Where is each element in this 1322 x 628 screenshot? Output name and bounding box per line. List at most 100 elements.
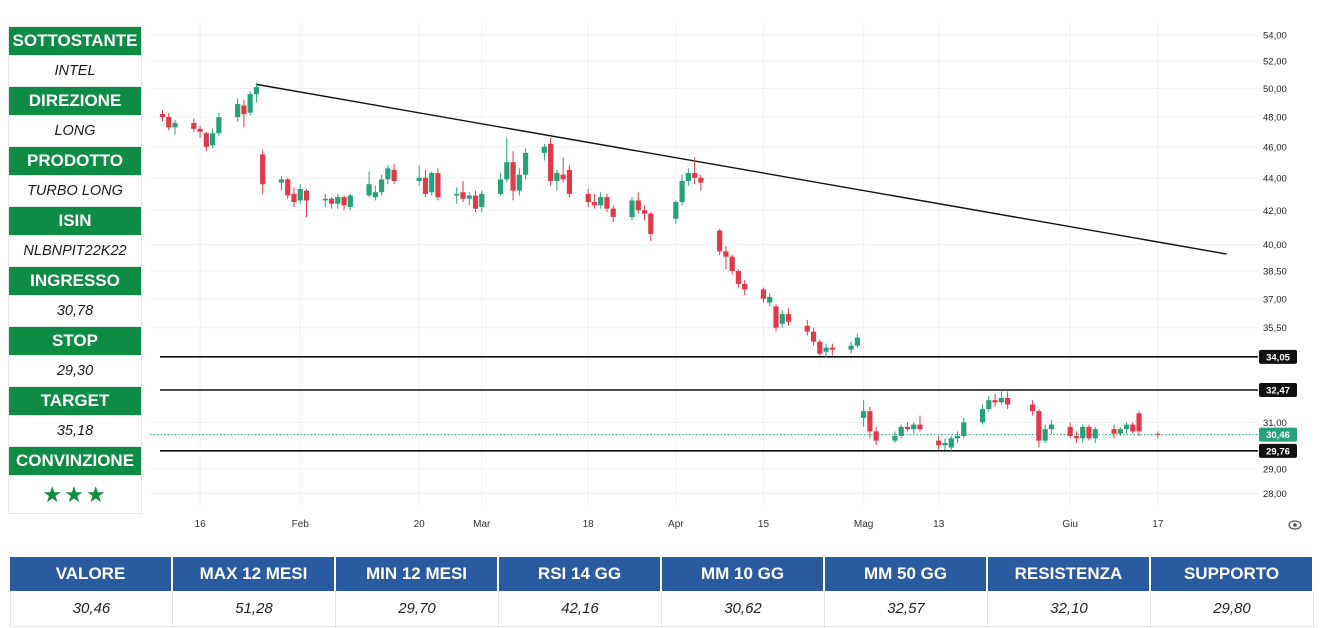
y-tick-label: 52,00 xyxy=(1263,57,1287,68)
candle-down xyxy=(742,283,748,290)
candle-up xyxy=(209,133,216,146)
y-tick-label: 38,50 xyxy=(1263,267,1287,278)
x-tick-label: 15 xyxy=(758,519,770,530)
side-value-prodotto: TURBO LONG xyxy=(8,176,142,206)
side-label-sottostante: SOTTOSTANTE xyxy=(8,26,142,56)
y-tick-label: 35,50 xyxy=(1263,323,1287,334)
side-panel: SOTTOSTANTE INTEL DIREZIONE LONG PRODOTTO TUR… xyxy=(8,26,142,514)
price-chart[interactable]: 54,00 52,00 50,00 48,00 46,00 44,00 42,00 40,00… xyxy=(150,18,1322,543)
y-tick-label: 54,00 xyxy=(1263,30,1287,41)
candle-down xyxy=(303,190,310,201)
candle-up xyxy=(278,179,285,183)
candle-down xyxy=(197,128,203,132)
candle-up xyxy=(385,168,391,180)
candle-down xyxy=(560,174,566,180)
candle-down xyxy=(1067,426,1073,436)
candle-up xyxy=(911,424,917,430)
candle-down xyxy=(692,173,698,178)
chart-svg[interactable]: 54,00 52,00 50,00 48,00 46,00 44,00 42,00 40,00… xyxy=(150,18,1322,543)
candle-down xyxy=(591,202,598,206)
side-label-ingresso: INGRESSO xyxy=(8,266,142,296)
candle-down xyxy=(460,192,466,199)
level-label: 29,76 xyxy=(1266,446,1290,457)
side-value-direzione: LONG xyxy=(8,116,142,146)
candle-up xyxy=(861,411,867,418)
candle-down xyxy=(773,306,779,328)
candle-down xyxy=(1036,411,1042,441)
x-tick-label: Giu xyxy=(1062,519,1078,530)
candle-up xyxy=(322,198,328,201)
candle-up xyxy=(679,180,685,203)
candle-down xyxy=(328,198,335,204)
eye-icon[interactable] xyxy=(1288,520,1302,530)
candle-up xyxy=(854,337,860,346)
candle-down xyxy=(635,200,641,211)
candle-up xyxy=(372,192,378,198)
x-tick-label: Mar xyxy=(473,519,491,530)
x-tick-label: Feb xyxy=(292,519,310,530)
candle-down xyxy=(604,197,610,209)
candle-down xyxy=(810,331,817,342)
candle-down xyxy=(566,169,573,194)
candle-up xyxy=(767,296,773,303)
candle-down xyxy=(729,256,735,272)
y-tick-label: 37,00 xyxy=(1263,294,1287,305)
candle-down xyxy=(548,143,554,181)
candle-up xyxy=(685,173,691,181)
y-tick-label: 40,00 xyxy=(1263,240,1287,251)
candle-down xyxy=(1155,433,1161,435)
candle-down xyxy=(698,177,704,183)
candle-down xyxy=(1005,397,1011,405)
side-value-isin: NLBNPIT22K22 xyxy=(8,236,142,266)
y-tick-label: 44,00 xyxy=(1263,173,1287,184)
x-tick-label: 16 xyxy=(195,519,207,530)
candle-up xyxy=(253,87,260,95)
y-tick-label: 48,00 xyxy=(1263,113,1287,124)
candle-down xyxy=(241,105,247,115)
level-label: 32,47 xyxy=(1266,385,1290,396)
stat-header: MM 50 GG xyxy=(825,557,988,591)
level-label-badge xyxy=(1259,349,1297,364)
y-tick-label: 46,00 xyxy=(1263,142,1287,153)
candle-down xyxy=(435,173,441,198)
candle-down xyxy=(203,133,209,147)
candle-up xyxy=(998,397,1004,403)
candle-down xyxy=(1086,426,1092,439)
candle-up xyxy=(216,117,222,134)
stat-value: 42,16 xyxy=(499,591,662,627)
candle-down xyxy=(260,154,266,185)
stat-header: VALORE xyxy=(10,557,173,591)
candle-down xyxy=(166,117,172,128)
stat-header: MM 10 GG xyxy=(662,557,825,591)
trendline xyxy=(256,83,1227,255)
x-tick-label: 20 xyxy=(414,519,426,530)
x-tick-label: 13 xyxy=(933,519,945,530)
candle-down xyxy=(917,424,923,430)
candle-up xyxy=(1042,429,1048,441)
candle-down xyxy=(723,251,729,257)
candle-down xyxy=(341,197,347,206)
y-tick-label: 28,00 xyxy=(1263,489,1287,500)
stat-value: 29,70 xyxy=(336,591,499,627)
candle-up xyxy=(892,435,898,441)
candle-up xyxy=(172,122,178,128)
side-label-target: TARGET xyxy=(8,386,142,416)
candle-down xyxy=(285,179,291,196)
candle-up xyxy=(522,152,529,175)
candle-up xyxy=(1048,424,1055,430)
candle-down xyxy=(717,230,723,252)
candle-up xyxy=(497,179,504,194)
candle-down xyxy=(422,177,429,194)
candle-down xyxy=(1111,429,1117,434)
candle-up xyxy=(942,442,948,446)
candle-up xyxy=(848,345,854,350)
candle-down xyxy=(867,411,873,432)
y-tick-label: 31,00 xyxy=(1263,418,1287,429)
stat-value: 32,10 xyxy=(988,591,1151,627)
side-label-stop: STOP xyxy=(8,326,142,356)
x-tick-label: 17 xyxy=(1152,519,1164,530)
candle-up xyxy=(416,177,422,181)
candle-down xyxy=(735,271,742,284)
candle-down xyxy=(760,289,767,299)
candle-up xyxy=(954,435,961,439)
